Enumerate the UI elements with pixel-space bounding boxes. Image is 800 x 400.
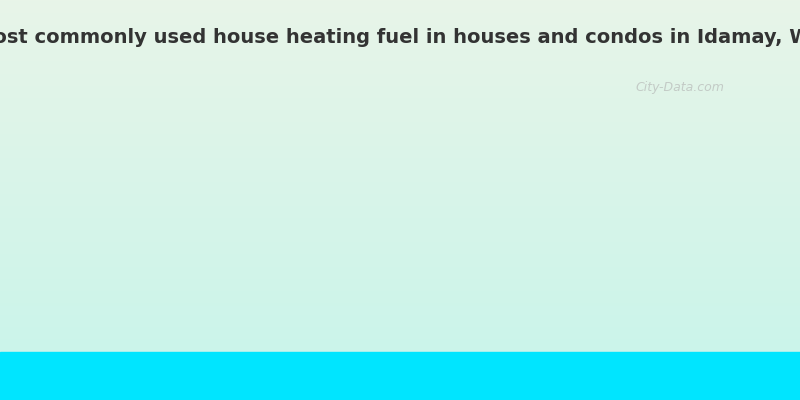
Wedge shape [602,270,690,282]
Legend: Utility gas, Electricity, Wood, Other: Utility gas, Electricity, Wood, Other [42,326,489,354]
Wedge shape [591,198,690,275]
Wedge shape [295,85,618,282]
Wedge shape [562,130,671,236]
Text: Most commonly used house heating fuel in houses and condos in Idamay, WV: Most commonly used house heating fuel in… [0,28,800,47]
Bar [0,352,800,400]
Text: City-Data.com: City-Data.com [635,82,725,94]
